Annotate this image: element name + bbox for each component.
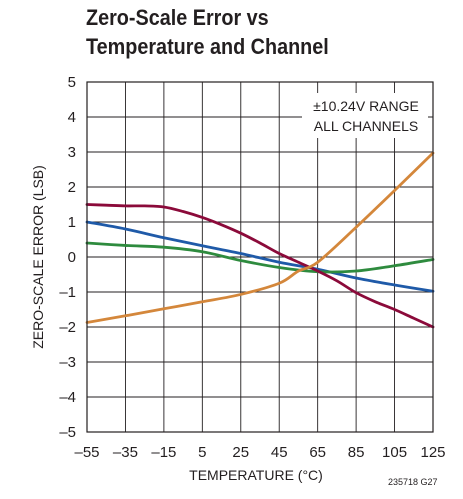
- y-tick-label: –5: [59, 424, 76, 441]
- plot-frame: [86, 81, 434, 433]
- series-line-2: [85, 241, 435, 274]
- x-tick-label: 65: [309, 444, 326, 461]
- x-tick-label: 105: [382, 444, 407, 461]
- y-tick-label: –2: [59, 319, 76, 336]
- y-tick-label: 4: [68, 109, 76, 126]
- chart-title: Zero-Scale Error vs Temperature and Chan…: [86, 3, 329, 61]
- series-line-1: [85, 220, 435, 293]
- series-line-4: [85, 151, 435, 324]
- y-tick-label: –4: [59, 389, 76, 406]
- x-tick-label: 125: [420, 444, 445, 461]
- y-tick-label: 2: [68, 179, 76, 196]
- y-tick-label: –1: [59, 284, 76, 301]
- y-tick-label: –3: [59, 354, 76, 371]
- x-tick-label: –15: [151, 444, 176, 461]
- y-tick-label: 3: [68, 144, 76, 161]
- y-tick-label: 0: [68, 249, 76, 266]
- annotation-line-1: ±10.24V RANGE: [313, 98, 419, 114]
- y-axis-label: ZERO-SCALE ERROR (LSB): [30, 165, 46, 349]
- annotation-background: [302, 93, 428, 138]
- chart-title-line-2: Temperature and Channel: [86, 34, 329, 59]
- x-axis-label: TEMPERATURE (°C): [189, 467, 323, 483]
- y-tick-label: 1: [68, 214, 76, 231]
- x-tick-label: 45: [271, 444, 288, 461]
- series-line-3: [85, 203, 435, 329]
- figure-id: 235718 G27: [388, 477, 438, 487]
- x-tick-label: –35: [113, 444, 138, 461]
- x-tick-label: –55: [74, 444, 99, 461]
- x-tick-label: 5: [198, 444, 206, 461]
- annotation-line-2: ALL CHANNELS: [314, 118, 419, 134]
- x-tick-label: 85: [348, 444, 365, 461]
- chart-title-line-1: Zero-Scale Error vs: [86, 5, 269, 30]
- x-tick-label: 25: [232, 444, 249, 461]
- y-tick-label: 5: [68, 74, 76, 91]
